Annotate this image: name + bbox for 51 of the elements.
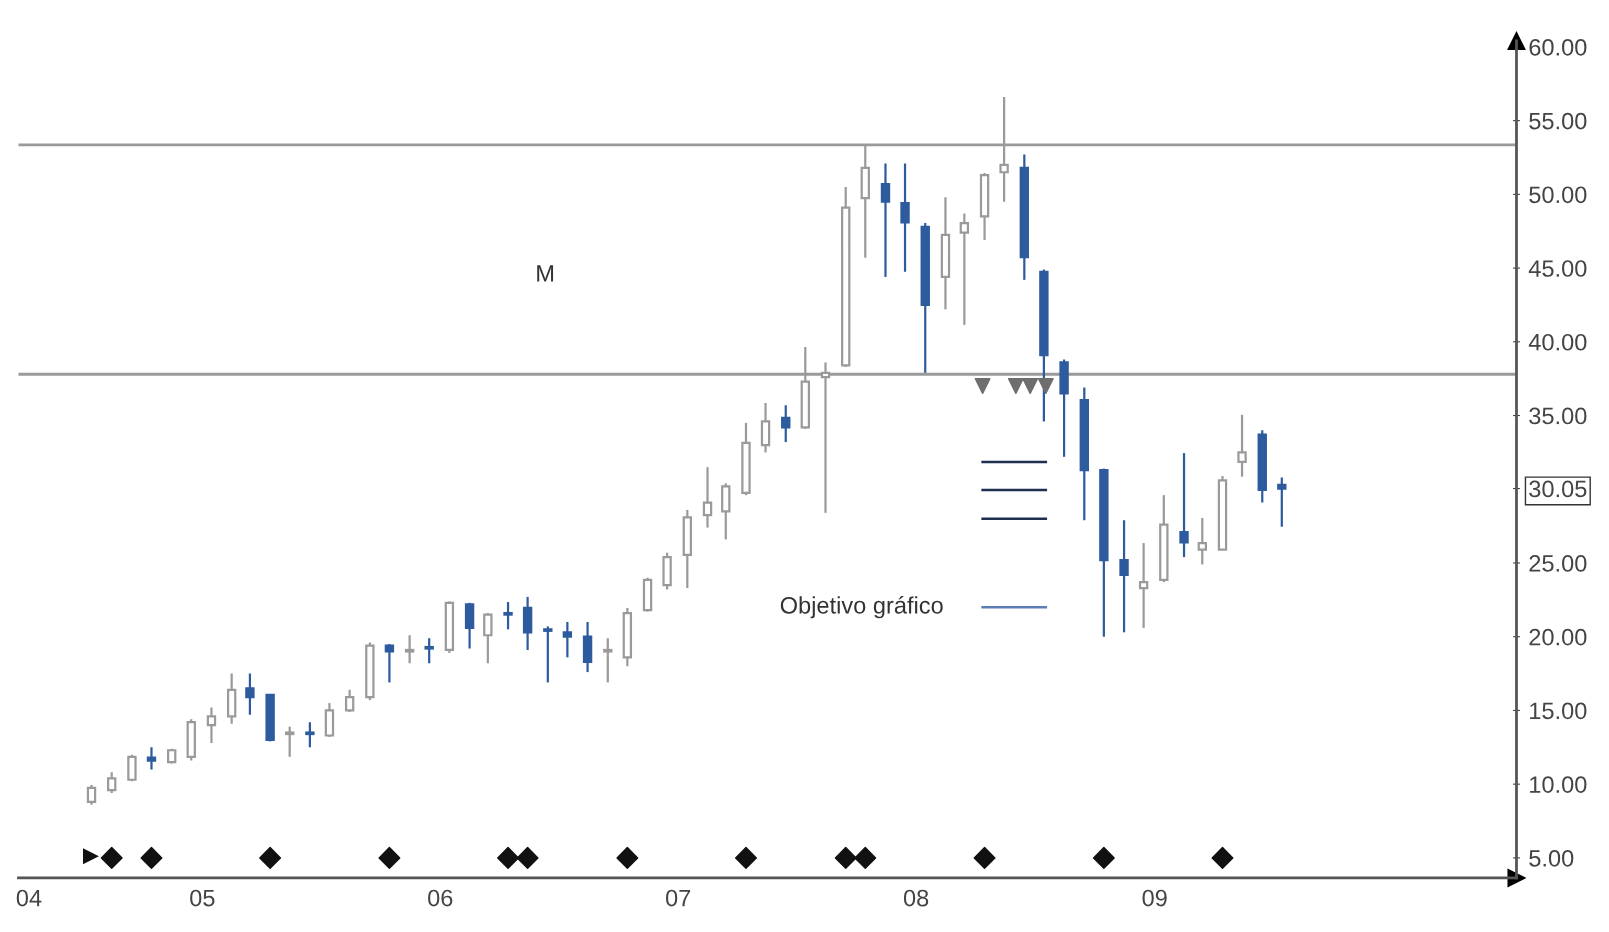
candlestick (107, 771, 117, 795)
candlestick (404, 634, 415, 665)
candlestick (562, 620, 573, 659)
candlestick (284, 725, 295, 758)
y-tick-label: 5.00 (1529, 849, 1574, 867)
y-tick-label: 40.00 (1528, 333, 1587, 351)
candlestick (384, 642, 395, 684)
x-tick-label: 07 (665, 889, 691, 907)
y-tick-label: 25.00 (1529, 555, 1587, 572)
candlestick (702, 466, 713, 529)
candlestick (781, 404, 791, 444)
candlestick (424, 637, 434, 665)
y-tick-label: 30.05 (1529, 480, 1587, 498)
candlestick (1277, 476, 1287, 528)
candlestick (1179, 452, 1189, 559)
y-tick-label: 20.00 (1529, 628, 1587, 646)
candlestick (880, 162, 891, 279)
candlestick (503, 600, 513, 631)
candlestick (146, 746, 157, 771)
x-tick-label: 08 (903, 889, 929, 907)
y-tick-label: 60.00 (1529, 38, 1587, 56)
candlestick (603, 637, 613, 684)
annotation: M (537, 265, 554, 282)
y-tick-label: 45.00 (1528, 260, 1587, 277)
annotation: Objetivo gráfico (780, 596, 943, 619)
candlestick (543, 625, 553, 684)
candlestick (344, 688, 355, 714)
candlestick (1138, 541, 1149, 629)
x-tick-label: 04 (16, 889, 42, 907)
y-tick-label: 35.00 (1529, 407, 1587, 425)
y-tick-label: 55.00 (1529, 112, 1587, 130)
candlestick (1197, 516, 1207, 566)
y-tick-label: 15.00 (1530, 702, 1587, 720)
candlestick (464, 601, 475, 650)
candlestick (206, 706, 217, 744)
annotation: ▶ (82, 848, 99, 865)
candlestick (959, 212, 970, 326)
candlestick (1237, 413, 1247, 478)
candlestick (305, 721, 315, 749)
candlestick (127, 753, 137, 783)
x-tick-label: 09 (1142, 889, 1167, 907)
candlestick (483, 612, 493, 665)
y-tick-label: 50.00 (1529, 186, 1587, 204)
x-tick-label: 06 (428, 889, 453, 907)
candlestick (900, 162, 910, 273)
candlestick (1119, 519, 1129, 634)
y-tick-label: 10.00 (1530, 776, 1587, 793)
candlestick (760, 401, 771, 454)
candlestick (245, 672, 255, 716)
candlestick (86, 783, 97, 806)
x-tick-label: 05 (190, 889, 215, 907)
